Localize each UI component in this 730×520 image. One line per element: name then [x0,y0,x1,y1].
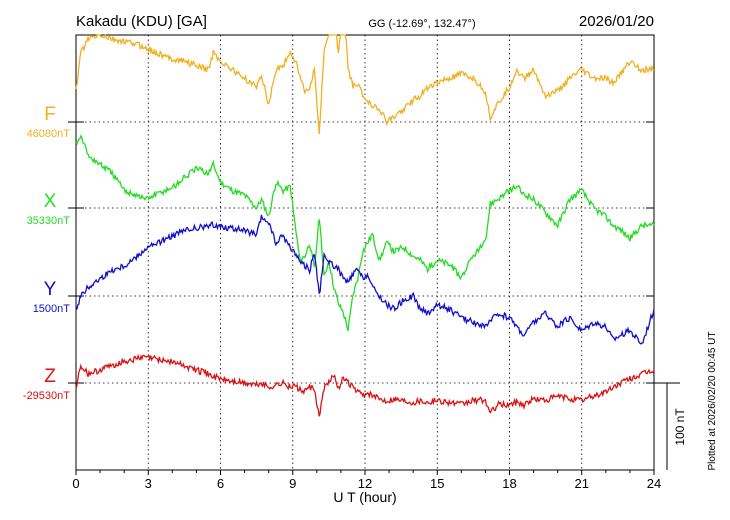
x-axis: 0 3 6 9 12 15 18 21 24 [72,470,661,491]
series-baseline-f: 46080nT [27,128,71,140]
series-line-f [75,33,654,135]
x-tick-label: 9 [289,476,296,491]
x-axis-label: U T (hour) [333,489,396,505]
plotted-timestamp: Plotted at 2026/02/20 00:45 UT [707,332,718,471]
series-name-y: Y [44,279,57,300]
baseline-ticks [68,121,654,384]
series-name-f: F [44,104,56,125]
series-line-z [75,353,655,417]
x-tick-label: 24 [647,476,661,491]
series-lines [75,33,655,417]
x-tick-label: 12 [358,476,372,491]
scale-bar-label: 100 nT [673,408,687,446]
series-baseline-z: -29530nT [23,390,70,402]
x-tick-label: 0 [72,476,79,491]
x-tick-label: 21 [575,476,589,491]
plot-date: 2026/01/20 [579,13,654,30]
scale-bar: 100 nT [654,382,687,470]
series-baseline-y: 1500nT [33,303,71,315]
series-name-z: Z [44,366,56,387]
grid-lines [76,35,654,470]
station-title: Kakadu (KDU) [GA] [76,13,207,30]
station-coordinates: GG (-12.69°, 132.47°) [368,18,475,30]
x-tick-label: 6 [217,476,224,491]
series-name-x: X [44,191,57,212]
series-baseline-x: 35330nT [27,215,71,227]
x-tick-label: 3 [145,476,152,491]
series-line-y [75,214,655,345]
x-tick-label: 15 [430,476,444,491]
series-line-x [75,134,655,331]
x-tick-label: 18 [502,476,516,491]
series-labels: F 46080nT X 35330nT Y 1500nT Z -29530nT [23,104,70,402]
